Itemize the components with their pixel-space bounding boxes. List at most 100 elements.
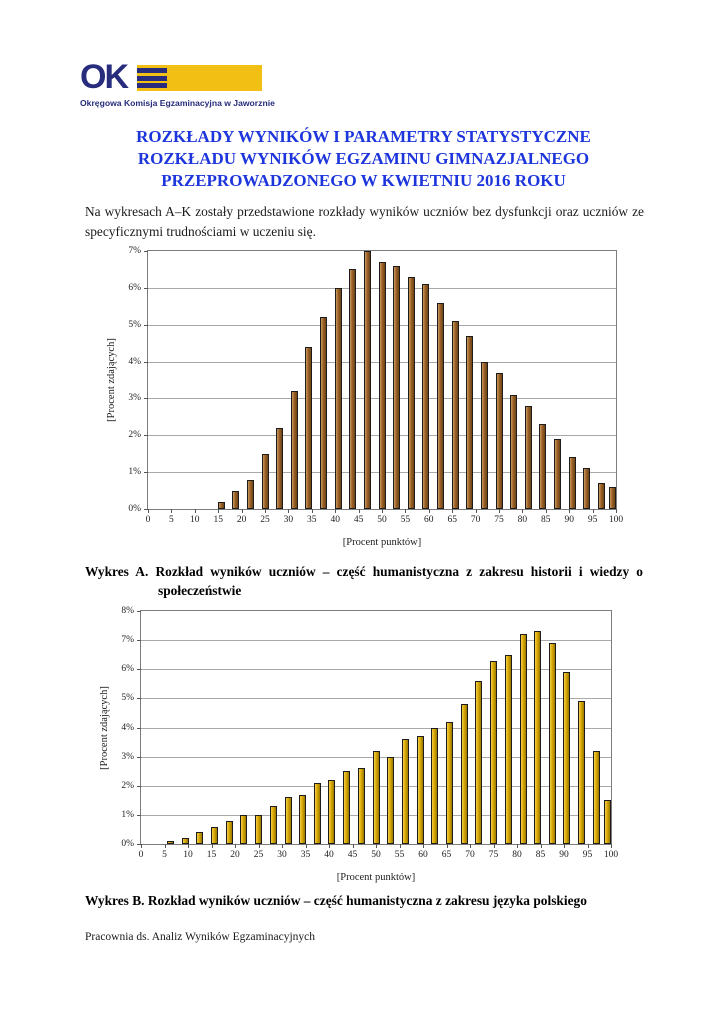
x-axis-tick-mark	[540, 844, 542, 848]
x-axis-tick-mark	[311, 509, 313, 513]
chart-b-caption-label: Wykres B.	[85, 893, 145, 908]
y-axis-tick-label: 5%	[128, 319, 141, 330]
histogram-bar	[568, 457, 576, 509]
x-axis-tick-mark	[475, 509, 477, 513]
x-axis-tick-mark	[564, 844, 565, 848]
oke-logo: OK Okręgowa Komisja Egzaminacyjna w Jawo…	[80, 58, 275, 108]
chart-a-caption: Wykres A. Rozkład wyników uczniów – częś…	[85, 562, 643, 601]
logo-e-bar	[137, 75, 167, 81]
y-axis-tick-mark	[137, 640, 141, 642]
x-axis-tick-mark	[545, 509, 547, 513]
y-axis-tick-label: 3%	[128, 393, 141, 404]
x-axis-tick-label: 80	[512, 850, 522, 860]
x-axis-tick-label: 45	[353, 515, 364, 525]
y-axis-tick-mark	[137, 727, 141, 729]
y-axis-tick-mark	[144, 324, 148, 326]
histogram-bar	[534, 631, 542, 844]
x-axis-tick-label: 15	[206, 850, 217, 860]
y-axis-tick-mark	[144, 398, 148, 400]
logo-e-bar	[137, 68, 167, 73]
histogram-bar	[181, 838, 189, 844]
gridline	[141, 640, 611, 642]
histogram-bar	[422, 284, 430, 509]
x-axis-tick-label: 25	[260, 515, 270, 525]
y-axis-tick-mark	[137, 814, 141, 816]
x-axis-tick-label: 40	[330, 515, 340, 525]
x-axis-tick-mark	[352, 844, 354, 848]
x-axis-tick-mark	[522, 509, 524, 513]
x-axis-tick-label: 30	[283, 515, 294, 525]
histogram-bar	[431, 727, 439, 844]
histogram-bar	[246, 479, 254, 509]
histogram-bar	[167, 841, 175, 844]
chart-b-plot: 0% 1% 2% 3% 4% 5% 6% 7% 8% 0 5 10 15 20 25 30 35 40 45 50 55…	[99, 606, 618, 883]
x-axis-title: [Procent punktów]	[342, 537, 422, 548]
x-axis-tick-label: 5	[169, 515, 174, 525]
histogram-bar	[604, 800, 611, 844]
x-axis-tick-label: 70	[470, 515, 481, 525]
y-axis-tick-mark	[137, 785, 141, 787]
x-axis-tick-label: 20	[230, 850, 240, 860]
x-axis-tick-label: 85	[541, 515, 551, 525]
x-axis-tick-mark	[305, 844, 307, 848]
x-axis-tick-label: 40	[324, 850, 334, 860]
x-axis-tick-mark	[587, 844, 589, 848]
y-axis-tick-label: 7%	[128, 246, 141, 256]
histogram-bar	[363, 251, 371, 509]
x-axis-tick-label: 0	[138, 850, 144, 860]
histogram-bar	[480, 361, 488, 509]
histogram-bar	[276, 427, 283, 509]
x-axis-tick-label: 25	[253, 850, 264, 860]
x-axis-tick-label: 90	[559, 850, 569, 860]
y-axis-tick-mark	[137, 669, 141, 671]
logo-acronym: OK	[80, 58, 129, 96]
x-axis-tick-label: 90	[564, 515, 574, 525]
histogram-bar	[504, 654, 512, 844]
chart-b-caption: Wykres B. Rozkład wyników uczniów – częś…	[85, 891, 643, 910]
histogram-bar	[519, 634, 527, 844]
x-axis-tick-label: 10	[190, 515, 200, 525]
histogram-bar	[466, 335, 474, 509]
y-axis-tick-label: 2%	[128, 430, 141, 441]
y-axis-title: [Procent zdających]	[106, 338, 117, 422]
x-axis-tick-label: 100	[603, 850, 619, 860]
histogram-bar	[372, 750, 380, 844]
histogram-bar	[578, 701, 586, 844]
histogram-bar	[290, 391, 298, 509]
x-axis-tick-mark	[164, 844, 166, 848]
x-axis-tick-mark	[428, 509, 430, 513]
histogram-bar	[334, 287, 342, 509]
histogram-bar	[407, 276, 415, 509]
logo-e-bar	[137, 83, 167, 88]
histogram-bar	[378, 262, 386, 509]
x-axis-tick-mark	[446, 844, 448, 848]
histogram-bar	[583, 468, 591, 509]
histogram-bar	[393, 265, 400, 509]
x-axis-tick-mark	[211, 844, 213, 848]
y-axis-tick-mark	[144, 361, 148, 363]
histogram-bar	[490, 660, 497, 844]
x-axis-tick-mark	[265, 509, 266, 513]
histogram-bar	[460, 704, 468, 844]
x-axis-tick-label: 45	[347, 850, 358, 860]
histogram-bar	[320, 317, 327, 509]
x-axis-tick-mark	[282, 844, 283, 848]
histogram-bar	[416, 736, 424, 844]
histogram-bar	[402, 739, 410, 844]
x-axis-tick-label: 100	[608, 515, 624, 525]
x-axis-tick-mark	[399, 844, 401, 848]
title-line-2: ROZKŁADU WYNIKÓW EGZAMINU GIMNAZJALNEGO	[137, 149, 590, 169]
histogram-bar	[445, 721, 453, 844]
histogram-bar	[609, 486, 616, 509]
x-axis-tick-mark	[148, 509, 149, 513]
y-axis-tick-label: 7%	[121, 635, 134, 646]
x-axis-tick-label: 10	[183, 850, 193, 860]
x-axis-tick-label: 95	[587, 515, 598, 525]
y-axis-tick-label: 4%	[128, 356, 141, 367]
histogram-bar	[437, 302, 444, 509]
histogram-bar	[554, 438, 561, 509]
logo-e-icon	[137, 65, 262, 91]
histogram-bar	[328, 779, 336, 844]
y-axis-tick-label: 1%	[128, 467, 141, 478]
title-line-1: ROZKŁADY WYNIKÓW I PARAMETRY STATYSTYCZN…	[136, 127, 591, 146]
